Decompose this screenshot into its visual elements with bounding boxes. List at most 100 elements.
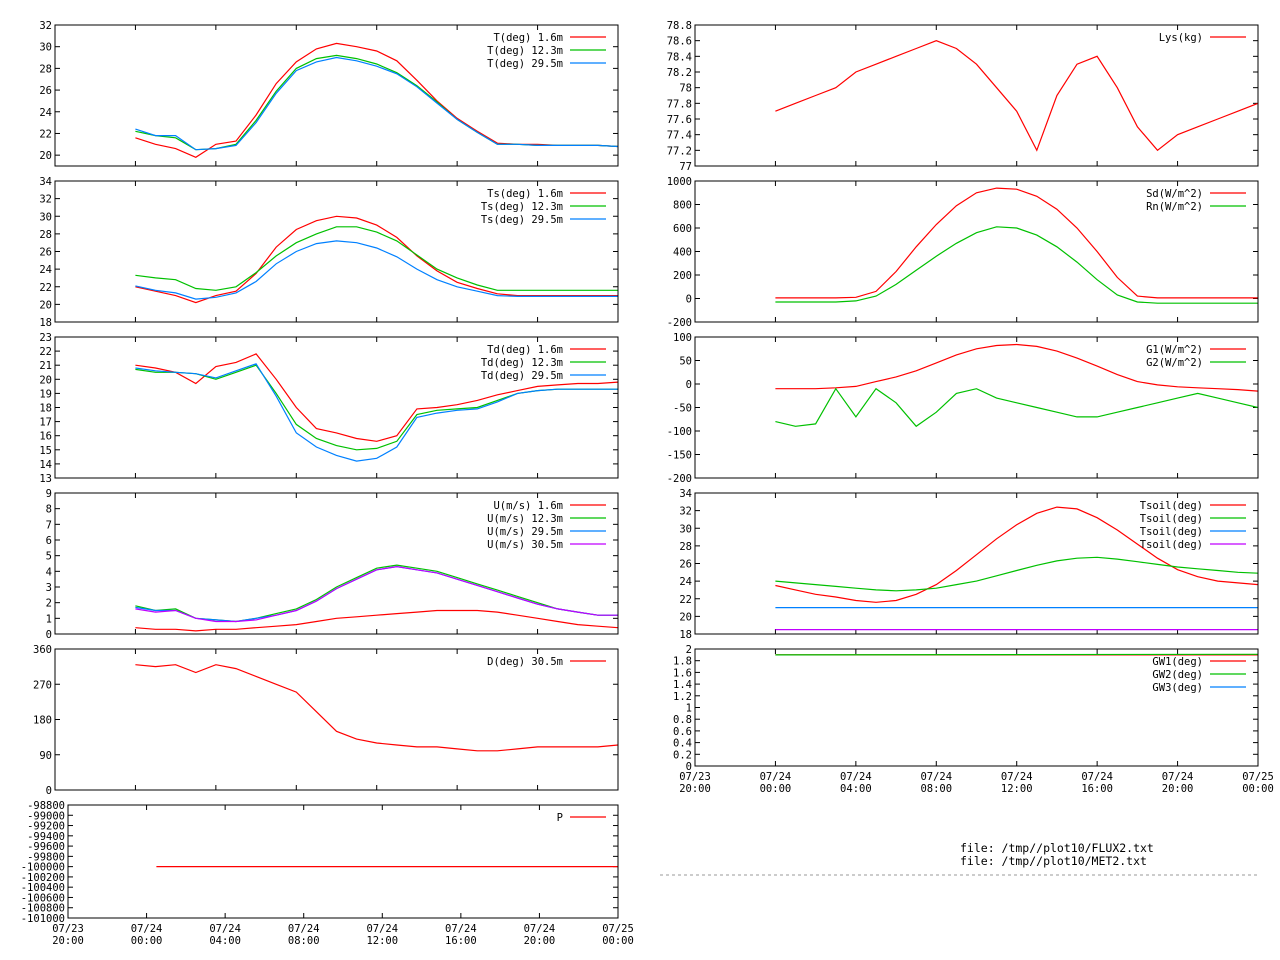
y-tick-label: 100 bbox=[673, 332, 692, 344]
y-tick-label: -101000 bbox=[21, 913, 65, 925]
legend-label: U(m/s) 12.3m bbox=[487, 513, 563, 525]
y-tick-label: -100400 bbox=[21, 882, 65, 894]
x-tick-label: 07/24 bbox=[840, 771, 872, 783]
y-tick-label: 1.8 bbox=[673, 656, 692, 668]
y-tick-label: 22 bbox=[39, 346, 52, 358]
x-tick-label: 07/24 bbox=[1001, 771, 1033, 783]
legend-label: GW1(deg) bbox=[1152, 656, 1203, 668]
x-tick-label: 20:00 bbox=[52, 935, 84, 947]
y-tick-label: 18 bbox=[39, 403, 52, 415]
chart-gw: 00.20.40.60.811.21.41.61.8207/2320:0007/… bbox=[673, 644, 1274, 795]
legend-label: Td(deg) 29.5m bbox=[481, 370, 563, 382]
legend-label: Td(deg) 1.6m bbox=[487, 344, 563, 356]
plot-frame bbox=[54, 336, 619, 479]
y-tick-label: 0.4 bbox=[673, 738, 692, 750]
y-tick-label: 90 bbox=[39, 750, 52, 762]
y-tick-label: -100 bbox=[667, 426, 692, 438]
legend-label: T(deg) 29.5m bbox=[487, 58, 563, 70]
plot-frame bbox=[694, 648, 1259, 767]
series-line-tsoil-0 bbox=[775, 506, 1258, 603]
series-line-tsoil-1 bbox=[775, 556, 1258, 592]
x-tick-label: 12:00 bbox=[366, 935, 398, 947]
y-tick-label: 6 bbox=[46, 535, 52, 547]
x-tick-label: 07/25 bbox=[602, 923, 634, 935]
y-tick-label: 0 bbox=[46, 785, 52, 797]
y-tick-label: 5 bbox=[46, 551, 52, 563]
y-tick-label: 14 bbox=[39, 459, 52, 471]
x-tick-label: 07/24 bbox=[366, 923, 398, 935]
x-tick-label: 07/24 bbox=[445, 923, 477, 935]
y-tick-label: 0.6 bbox=[673, 726, 692, 738]
y-tick-label: 0.2 bbox=[673, 749, 692, 761]
x-tick-label: 00:00 bbox=[760, 783, 792, 795]
series-line-temp-2 bbox=[135, 56, 618, 151]
y-tick-label: 77.4 bbox=[667, 130, 692, 142]
y-tick-label: -100200 bbox=[21, 872, 65, 884]
legend-label: Lys(kg) bbox=[1159, 32, 1203, 44]
x-tick-label: 04:00 bbox=[209, 935, 241, 947]
y-tick-label: 4 bbox=[46, 566, 52, 578]
y-tick-label: 0 bbox=[686, 294, 692, 306]
x-tick-label: 00:00 bbox=[1242, 783, 1274, 795]
y-tick-label: 20 bbox=[39, 150, 52, 162]
y-tick-label: 9 bbox=[46, 488, 52, 500]
x-tick-label: 07/24 bbox=[1081, 771, 1113, 783]
y-tick-label: 28 bbox=[39, 229, 52, 241]
y-tick-label: 78 bbox=[679, 83, 692, 95]
y-tick-label: 0 bbox=[46, 629, 52, 641]
y-tick-label: 18 bbox=[679, 629, 692, 641]
legend-label: P bbox=[557, 812, 563, 824]
x-tick-label: 00:00 bbox=[602, 935, 634, 947]
y-tick-label: -100800 bbox=[21, 903, 65, 915]
x-tick-label: 07/24 bbox=[760, 771, 792, 783]
chart-press: -101000-100800-100600-100400-100200-1000… bbox=[21, 800, 634, 947]
y-tick-label: 26 bbox=[39, 247, 52, 259]
y-tick-label: 0.8 bbox=[673, 714, 692, 726]
y-tick-label: 77.6 bbox=[667, 114, 692, 126]
y-tick-label: 1.2 bbox=[673, 691, 692, 703]
y-tick-label: 30 bbox=[39, 211, 52, 223]
y-tick-label: 15 bbox=[39, 445, 52, 457]
x-tick-label: 07/24 bbox=[1162, 771, 1194, 783]
series-line-ts-1 bbox=[135, 226, 618, 291]
legend-label: T(deg) 1.6m bbox=[493, 32, 563, 44]
x-tick-label: 07/25 bbox=[1242, 771, 1274, 783]
y-tick-label: 17 bbox=[39, 417, 52, 429]
legend-label: Tsoil(deg) bbox=[1140, 539, 1203, 551]
legend-label: U(m/s) 30.5m bbox=[487, 539, 563, 551]
plot-frame bbox=[694, 180, 1259, 323]
y-tick-label: -200 bbox=[667, 473, 692, 485]
legend-label: Tsoil(deg) bbox=[1140, 526, 1203, 538]
y-tick-label: -100000 bbox=[21, 862, 65, 874]
y-tick-label: 23 bbox=[39, 332, 52, 344]
x-tick-label: 08:00 bbox=[920, 783, 952, 795]
x-tick-label: 07/24 bbox=[131, 923, 163, 935]
legend-label: Rn(W/m^2) bbox=[1146, 201, 1203, 213]
y-tick-label: 2 bbox=[686, 644, 692, 656]
x-tick-label: 07/24 bbox=[209, 923, 241, 935]
y-tick-label: 50 bbox=[679, 356, 692, 368]
legend-label: GW2(deg) bbox=[1152, 669, 1203, 681]
y-tick-label: 1 bbox=[46, 613, 52, 625]
y-tick-label: 2 bbox=[46, 598, 52, 610]
y-tick-label: 30 bbox=[679, 523, 692, 535]
series-line-td-2 bbox=[135, 363, 618, 462]
y-tick-label: -150 bbox=[667, 450, 692, 462]
y-tick-label: 16 bbox=[39, 431, 52, 443]
y-tick-label: 270 bbox=[33, 679, 52, 691]
y-tick-label: -200 bbox=[667, 317, 692, 329]
y-tick-label: 13 bbox=[39, 473, 52, 485]
y-tick-label: 26 bbox=[679, 559, 692, 571]
y-tick-label: 18 bbox=[39, 317, 52, 329]
y-tick-label: 22 bbox=[39, 282, 52, 294]
y-tick-label: 360 bbox=[33, 644, 52, 656]
y-tick-label: 24 bbox=[39, 107, 52, 119]
y-tick-label: -99600 bbox=[27, 841, 65, 853]
footer-file-flux: file: /tmp//plot10/FLUX2.txt bbox=[960, 841, 1154, 855]
series-line-td-0 bbox=[135, 353, 618, 442]
y-tick-label: 7 bbox=[46, 519, 52, 531]
y-tick-label: 200 bbox=[673, 270, 692, 282]
legend-label: Ts(deg) 12.3m bbox=[481, 201, 563, 213]
